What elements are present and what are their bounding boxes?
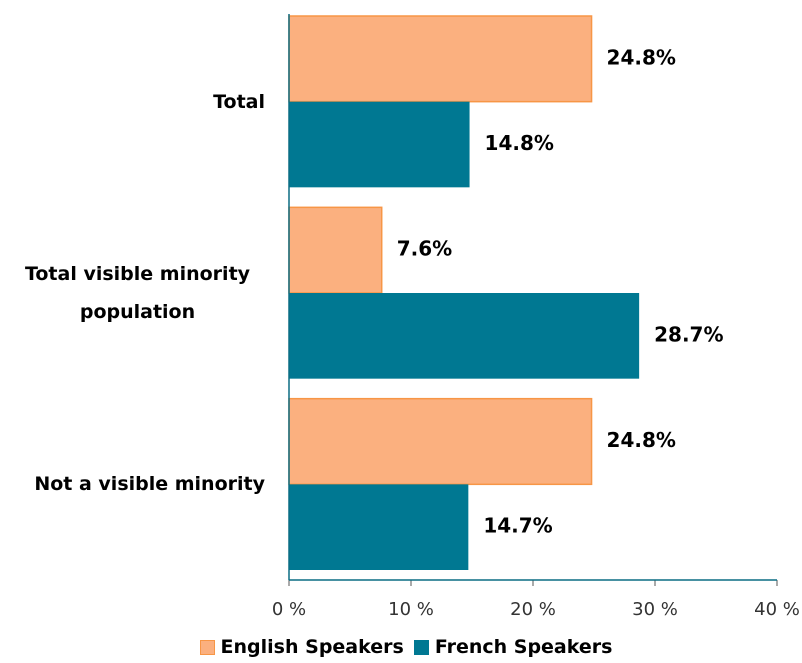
category-label: Not a visible minority (34, 473, 265, 496)
data-label: 24.8% (607, 45, 676, 69)
data-label: 14.7% (483, 514, 552, 538)
x-tick-label: 20 % (510, 599, 556, 620)
category-label-box: Total (213, 6, 265, 197)
legend-label: French Speakers (434, 636, 613, 658)
category-label-box: Total visible minority population (10, 197, 265, 388)
category-label-box: Not a visible minority (34, 389, 265, 580)
x-tick-label: 30 % (632, 599, 678, 620)
bar (289, 293, 640, 379)
category-label: Total visible minority population (24, 262, 251, 323)
legend: English Speakers French Speakers (0, 636, 802, 658)
x-tick-label: 40 % (754, 599, 800, 620)
bar (289, 484, 469, 570)
bar (288, 206, 383, 294)
x-tick-label: 0 % (272, 599, 306, 620)
data-label: 28.7% (654, 322, 723, 346)
category-label: Total (213, 90, 265, 113)
x-tick-label: 10 % (388, 599, 434, 620)
legend-label: English Speakers (220, 636, 404, 658)
data-label: 14.8% (485, 131, 554, 155)
legend-swatch (413, 639, 429, 655)
bar (288, 397, 593, 486)
bar (288, 15, 593, 103)
data-label: 24.8% (607, 428, 676, 452)
data-label: 7.6% (397, 237, 452, 261)
bar (289, 101, 470, 188)
legend-swatch (199, 639, 215, 655)
